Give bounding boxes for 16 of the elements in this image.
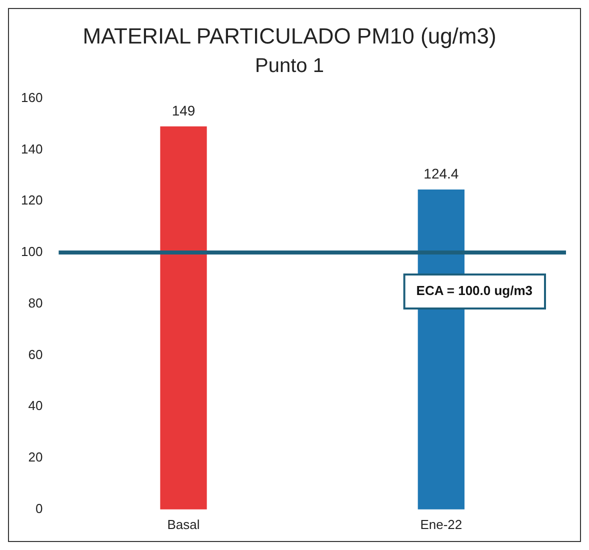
- x-tick-label: Basal: [167, 516, 200, 532]
- y-tick-label: 80: [28, 295, 43, 310]
- x-tick-label: Ene-22: [420, 516, 462, 532]
- chart-title: MATERIAL PARTICULADO PM10 (ug/m3): [82, 23, 496, 48]
- y-tick-label: 100: [20, 244, 43, 260]
- ref-line-label: ECA = 100.0 ug/m3: [416, 283, 533, 298]
- data-label: 124.4: [424, 166, 459, 182]
- y-tick-label: 40: [28, 398, 43, 414]
- y-tick-label: 140: [20, 141, 43, 156]
- y-tick-label: 0: [35, 500, 43, 516]
- chart-subtitle: Punto 1: [255, 54, 324, 77]
- y-tick-label: 120: [20, 192, 43, 208]
- y-tick-label: 60: [28, 346, 43, 362]
- y-tick-label: 20: [28, 450, 43, 465]
- y-tick-label: 160: [20, 90, 43, 105]
- data-label: 149: [172, 102, 196, 119]
